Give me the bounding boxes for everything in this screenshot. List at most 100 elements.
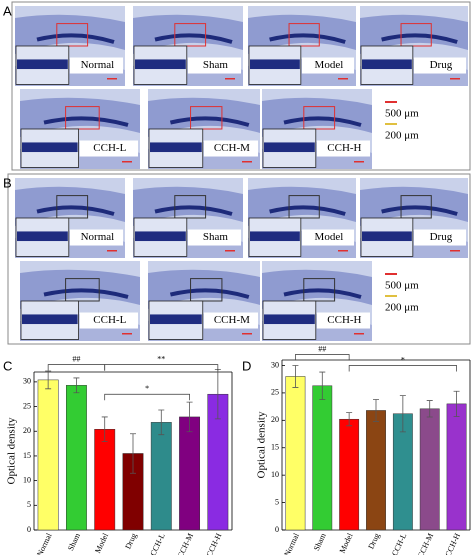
significance-label: ## bbox=[72, 354, 80, 363]
significance-bracket bbox=[104, 393, 190, 401]
y-tick-label: 10 bbox=[23, 475, 31, 484]
label-bg bbox=[316, 312, 370, 329]
sample-label: Sham bbox=[203, 59, 229, 71]
inset-layer bbox=[362, 59, 412, 70]
cartilage bbox=[154, 33, 233, 44]
inset-layer bbox=[150, 142, 202, 153]
x-tick-label: CCH-H bbox=[205, 532, 224, 555]
inset-layer bbox=[22, 314, 78, 325]
bar bbox=[37, 379, 59, 531]
label-bg bbox=[203, 140, 258, 157]
roi-box bbox=[288, 23, 320, 47]
scale-bar bbox=[338, 250, 348, 252]
cartilage bbox=[43, 288, 129, 299]
x-tick-label: Model bbox=[93, 531, 110, 554]
micrograph: Drug bbox=[360, 6, 468, 86]
micrograph: Sham bbox=[133, 6, 243, 86]
sample-label: CCH-H bbox=[327, 142, 361, 154]
micrograph: CCH-H bbox=[262, 89, 372, 169]
scale-legend-label: 500 μm bbox=[385, 280, 419, 292]
y-axis-label: Optical density bbox=[6, 417, 18, 484]
cartilage bbox=[269, 33, 346, 44]
sample-label: CCH-L bbox=[93, 314, 126, 326]
inset-layer bbox=[135, 59, 186, 70]
micrograph: CCH-L bbox=[20, 89, 140, 169]
scale-legend-label: 200 μm bbox=[385, 130, 419, 142]
micrograph: Drug bbox=[360, 178, 468, 258]
inset-layer bbox=[150, 314, 202, 325]
micrograph: Normal bbox=[15, 6, 125, 86]
scale-bar bbox=[450, 250, 460, 252]
significance-label: ** bbox=[157, 354, 165, 363]
significance-bracket bbox=[295, 354, 350, 361]
roi-box bbox=[56, 195, 89, 219]
roi-box bbox=[303, 278, 336, 302]
panel-b-frame bbox=[7, 173, 471, 345]
panel-label: B bbox=[3, 175, 12, 190]
significance-label: * bbox=[145, 384, 149, 393]
bar bbox=[94, 429, 116, 531]
x-tick-label: CCH-L bbox=[390, 532, 408, 555]
sample-label: CCH-H bbox=[327, 314, 361, 326]
label-bg bbox=[316, 140, 370, 157]
bar bbox=[419, 408, 440, 531]
cartilage bbox=[43, 116, 129, 127]
label-bg bbox=[203, 312, 258, 329]
label-bg bbox=[79, 140, 138, 157]
micrograph: CCH-M bbox=[148, 89, 260, 169]
error-bar bbox=[130, 433, 136, 474]
error-bar bbox=[73, 377, 80, 394]
roi-box bbox=[400, 23, 432, 47]
sample-label: Normal bbox=[81, 231, 115, 243]
bar bbox=[285, 376, 306, 531]
micrograph: CCH-L bbox=[20, 261, 140, 341]
panel-a-frame bbox=[11, 1, 471, 171]
y-tick-label: 15 bbox=[23, 451, 31, 460]
significance-label: * bbox=[401, 355, 405, 364]
significance-bracket bbox=[104, 364, 219, 371]
sample-label: Drug bbox=[430, 231, 453, 243]
scale-bar bbox=[354, 333, 364, 335]
x-tick-label: CCH-M bbox=[416, 532, 435, 555]
cartilage bbox=[283, 116, 362, 127]
micrograph: Sham bbox=[133, 178, 243, 258]
sample-label: Model bbox=[315, 231, 344, 243]
significance-bracket bbox=[348, 365, 457, 372]
scale-bar bbox=[450, 78, 460, 80]
cartilage bbox=[36, 33, 115, 44]
micrograph: Model bbox=[248, 6, 356, 86]
bar bbox=[366, 410, 386, 531]
bar bbox=[339, 418, 360, 531]
bar bbox=[179, 416, 201, 531]
bar bbox=[446, 403, 467, 531]
label-bg bbox=[69, 57, 123, 74]
label-bg bbox=[79, 312, 138, 329]
error-bar bbox=[399, 395, 406, 433]
inset-layer bbox=[264, 314, 315, 325]
label-bg bbox=[301, 57, 354, 74]
roi-box bbox=[288, 195, 320, 219]
cartilage bbox=[36, 205, 115, 216]
error-bar bbox=[319, 371, 326, 400]
roi-box bbox=[190, 106, 223, 130]
y-tick-label: 0 bbox=[275, 525, 279, 534]
sample-label: Normal bbox=[81, 59, 115, 71]
x-tick-label: CCH-H bbox=[443, 532, 462, 555]
x-tick-label: CCH-L bbox=[148, 532, 166, 555]
y-tick-label: 10 bbox=[271, 470, 279, 479]
panel-label: D bbox=[242, 358, 251, 373]
roi-box bbox=[400, 195, 432, 219]
error-bar bbox=[426, 400, 433, 418]
roi-box bbox=[56, 23, 89, 47]
y-tick-label: 20 bbox=[271, 415, 279, 424]
error-bar bbox=[292, 365, 299, 388]
roi-box bbox=[303, 106, 336, 130]
inset-layer bbox=[362, 231, 412, 242]
inset-layer bbox=[17, 231, 68, 242]
error-bar bbox=[45, 370, 52, 390]
label-bg bbox=[301, 229, 354, 246]
bar bbox=[65, 385, 87, 531]
significance-bracket bbox=[47, 364, 106, 371]
cartilage bbox=[381, 33, 458, 44]
sample-label: CCH-M bbox=[214, 314, 250, 326]
